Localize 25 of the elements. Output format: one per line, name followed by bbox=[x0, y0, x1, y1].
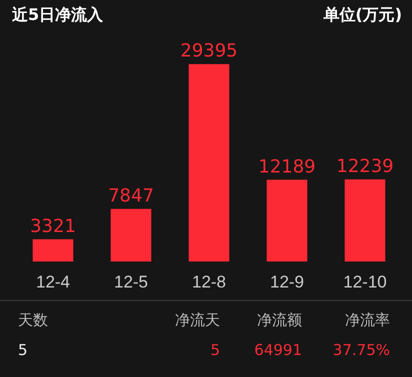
text: 净流天 bbox=[175, 310, 220, 330]
x-tick-label: 12-5 bbox=[114, 272, 148, 292]
x-tick-label: 12-8 bbox=[192, 272, 226, 292]
data-label: 12189 bbox=[258, 156, 316, 178]
bar bbox=[344, 179, 386, 262]
bar bbox=[110, 208, 152, 262]
x-tick-label: 12-10 bbox=[343, 272, 387, 292]
x-tick-label: 12-9 bbox=[270, 272, 304, 292]
text: 净流率 bbox=[345, 310, 390, 330]
text: 5 bbox=[18, 341, 28, 359]
data-label: 3321 bbox=[30, 216, 76, 237]
data-label: 7847 bbox=[108, 186, 154, 207]
x-tick-label: 12-4 bbox=[36, 272, 70, 292]
text: 单位(万元) bbox=[323, 4, 402, 26]
data-label: 29395 bbox=[180, 40, 238, 62]
bar bbox=[32, 239, 74, 262]
text: 37.75% bbox=[332, 341, 390, 359]
text: 净流额 bbox=[257, 310, 302, 330]
bar bbox=[188, 64, 230, 262]
bar bbox=[266, 180, 308, 262]
chart-title: 近5日净流入 bbox=[12, 4, 104, 26]
text: 天数 bbox=[18, 310, 48, 330]
text: 64991 bbox=[254, 341, 302, 359]
data-label: 12239 bbox=[336, 156, 394, 178]
text: 5 bbox=[210, 341, 220, 359]
